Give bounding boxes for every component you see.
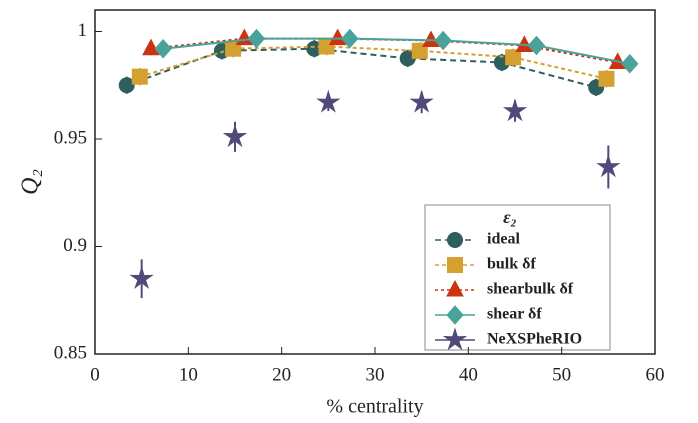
data-point: [596, 154, 621, 178]
x-tick-label: 40: [459, 364, 478, 385]
data-point: [527, 35, 546, 56]
data-point: [247, 28, 266, 49]
y-tick-label: 0.9: [63, 235, 87, 256]
legend-marker: [446, 305, 464, 325]
legend-marker: [447, 232, 463, 248]
data-point: [131, 68, 148, 85]
data-point: [142, 38, 160, 56]
y-axis-label: Q₂: [18, 169, 44, 195]
data-point: [598, 70, 615, 87]
legend-label: bulk δf: [487, 256, 536, 273]
x-tick-label: 0: [90, 364, 100, 385]
series-line: [139, 45, 607, 80]
x-tick-label: 50: [552, 364, 571, 385]
x-axis-label: % centrality: [326, 396, 423, 418]
data-point: [129, 265, 154, 290]
x-tick-label: 30: [366, 364, 385, 385]
data-point: [505, 49, 522, 66]
x-tick-label: 20: [272, 364, 291, 385]
data-point: [434, 30, 452, 51]
legend-label: NeXSPheRIO: [487, 331, 582, 348]
x-tick-label: 60: [646, 364, 665, 385]
data-point: [411, 42, 428, 59]
legend-marker: [446, 279, 464, 297]
legend-marker: [447, 257, 463, 273]
series-line: [126, 47, 597, 89]
legend-marker: [442, 327, 468, 351]
legend-box: [424, 204, 611, 351]
data-point: [341, 28, 359, 49]
data-point: [222, 124, 248, 148]
y-tick-label: 1: [78, 20, 88, 41]
data-point: [409, 89, 434, 113]
data-point: [328, 28, 347, 46]
data-point: [502, 98, 528, 122]
data-point: [422, 30, 440, 48]
data-point: [316, 89, 341, 113]
data-point: [154, 38, 172, 59]
y-tick-label: 0.85: [54, 342, 87, 363]
legend-label: shearbulk δf: [487, 281, 574, 298]
data-point: [118, 77, 135, 94]
legend-title: ε₂: [503, 207, 517, 227]
x-tick-label: 10: [179, 364, 198, 385]
series-line: [163, 37, 630, 65]
y-tick-label: 0.95: [54, 127, 87, 148]
data-point: [621, 53, 639, 74]
legend-label: ideal: [487, 231, 520, 248]
legend-label: shear δf: [487, 306, 542, 323]
series-line: [150, 37, 618, 64]
